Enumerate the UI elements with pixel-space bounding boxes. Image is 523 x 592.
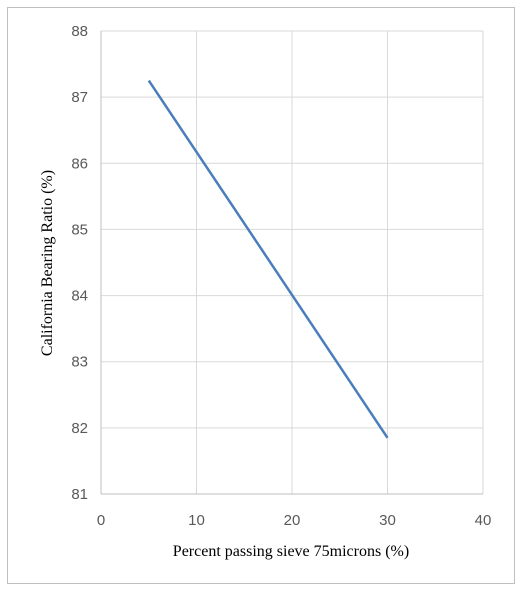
y-tick-label: 84 xyxy=(71,288,88,305)
x-axis-title: Percent passing sieve 75microns (%) xyxy=(173,543,409,560)
tick-labels: 0 10 20 30 40 81 82 83 84 85 86 87 88 xyxy=(71,23,491,529)
series-layer xyxy=(147,79,389,439)
x-tick-label: 10 xyxy=(188,512,205,529)
axes xyxy=(100,31,483,495)
x-tick-label: 0 xyxy=(97,512,105,529)
y-tick-label: 82 xyxy=(71,420,88,437)
y-tick-label: 83 xyxy=(71,354,88,371)
x-tick-label: 20 xyxy=(284,512,301,529)
y-tick-label: 87 xyxy=(71,89,88,106)
y-tick-label: 88 xyxy=(71,23,88,40)
x-tick-label: 40 xyxy=(475,512,492,529)
gridlines xyxy=(101,30,484,494)
y-axis-title: California Bearing Ratio (%) xyxy=(39,170,56,356)
series-line xyxy=(147,79,389,439)
x-tick-label: 30 xyxy=(379,512,396,529)
y-tick-label: 85 xyxy=(71,221,88,238)
y-tick-label: 86 xyxy=(71,155,88,172)
y-tick-label: 81 xyxy=(71,486,88,503)
